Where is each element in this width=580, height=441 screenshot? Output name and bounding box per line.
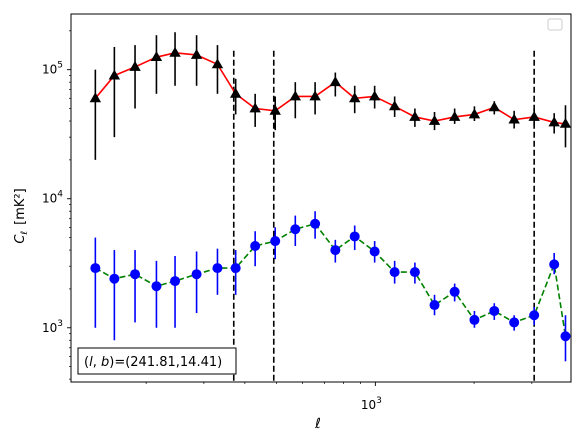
- series-1-point-23: [528, 110, 540, 121]
- series-2-point-16: [389, 267, 400, 278]
- series-1-point-11: [289, 90, 302, 101]
- series-2-point-8: [230, 263, 241, 274]
- annotation-open-paren: (: [84, 355, 89, 370]
- series-1-point-4: [150, 51, 163, 62]
- svg-text:Cℓ[mK²]: Cℓ [mK²]: [13, 188, 30, 243]
- y-axis-label-symbol: C: [13, 234, 28, 244]
- axis-ticks: 103 104 105 103: [42, 30, 533, 412]
- series-2-point-2: [109, 273, 120, 284]
- series-2-point-7: [212, 263, 223, 274]
- series-2-point-15: [369, 246, 380, 257]
- series-1-point-7: [211, 58, 224, 69]
- svg-text:(l, b)=(241.81,14.41): (l, b)=(241.81,14.41): [84, 355, 222, 370]
- series-1-point-12: [309, 90, 321, 101]
- series-1-point-24: [548, 116, 560, 127]
- series-1-point-21: [488, 101, 500, 112]
- y-tick-label-2: 104: [42, 190, 63, 206]
- series-2-point-12: [310, 218, 321, 229]
- data-marks: [89, 32, 571, 362]
- annotation-close-paren: ): [109, 355, 114, 370]
- series-1-point-1: [89, 92, 102, 103]
- series-2-point-17: [409, 267, 420, 278]
- annotation-l: l: [89, 355, 93, 370]
- series-1-point-17: [409, 110, 421, 121]
- series-1-point-2: [108, 69, 121, 80]
- series-2-point-20: [469, 314, 480, 325]
- annotation-box: (l, b)=(241.81,14.41): [77, 347, 237, 375]
- series-2-point-24: [549, 259, 560, 270]
- annotation-b: b: [101, 355, 109, 370]
- y-axis-label-unit: [mK²]: [13, 188, 28, 225]
- series-1-point-3: [129, 60, 141, 71]
- y-tick-label-1: 103: [42, 319, 63, 335]
- plot-area: [232, 50, 535, 382]
- series-1-point-8: [229, 87, 242, 98]
- series-1-point-13: [329, 76, 342, 87]
- y-axis-label: Cℓ [mK²]: [13, 188, 30, 243]
- series-2-point-19: [449, 286, 460, 297]
- series-1-point-6: [190, 48, 203, 59]
- series-1-point-10: [269, 104, 281, 115]
- series-1-point-22: [508, 113, 520, 124]
- x-axis-label: ℓ: [314, 416, 321, 432]
- series-2-point-14: [349, 231, 360, 242]
- series-1-point-18: [428, 115, 441, 125]
- series-2-point-18: [429, 300, 440, 311]
- series-1-point-20: [468, 108, 481, 119]
- y-tick-label-3: 105: [42, 61, 63, 77]
- series-2-point-5: [170, 276, 181, 287]
- series-2-point-25: [560, 331, 571, 342]
- series-1-point-15: [368, 90, 381, 101]
- series-2-point-9: [250, 241, 261, 252]
- series-2-point-4: [151, 281, 162, 292]
- series-1-point-25: [559, 117, 571, 128]
- legend: [547, 18, 563, 31]
- series-1-point-14: [349, 92, 361, 103]
- series-2-point-6: [191, 269, 202, 280]
- y-axis-label-subscript: ℓ: [20, 231, 30, 236]
- series-2-point-13: [330, 245, 341, 256]
- series-1-point-19: [448, 110, 461, 121]
- series-1-point-16: [388, 100, 401, 111]
- series-2-point-1: [90, 263, 101, 274]
- series-1-point-5: [169, 46, 181, 57]
- axes-frame: [70, 13, 572, 383]
- series-2-point-10: [270, 236, 281, 247]
- annotation-values: =(241.81,14.41): [114, 355, 222, 370]
- series-2-point-22: [509, 317, 520, 328]
- series-2-point-21: [489, 305, 500, 316]
- series-2-point-11: [290, 224, 301, 235]
- series-2-point-3: [130, 269, 141, 280]
- annotation-sep: ,: [93, 355, 101, 370]
- x-tick-label: 103: [361, 396, 382, 412]
- series-1-point-9: [249, 102, 261, 113]
- series-2-point-23: [529, 310, 540, 321]
